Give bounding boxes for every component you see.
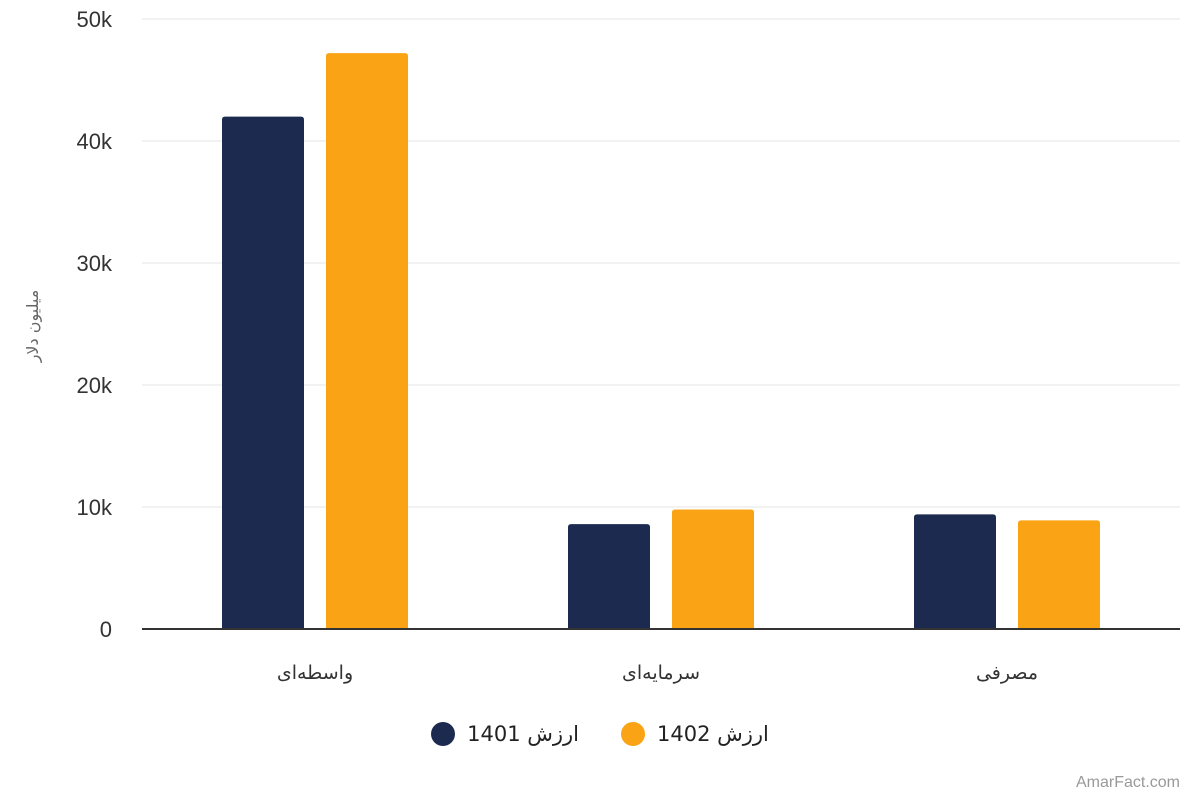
bar[interactable] <box>222 116 304 630</box>
bar[interactable] <box>568 524 650 629</box>
bar[interactable] <box>326 53 408 630</box>
credit-link[interactable]: AmarFact.com <box>1075 774 1180 791</box>
legend-item-1402[interactable]: ارزش 1402 <box>621 722 769 746</box>
x-tick-label: سرمایه‌ای <box>622 662 700 684</box>
x-tick-labels: واسطه‌ای سرمایه‌ای مصرفی <box>277 662 1038 684</box>
bar[interactable] <box>672 509 754 629</box>
y-tick-label: 50k <box>77 7 113 32</box>
bar[interactable] <box>1018 520 1100 629</box>
bar[interactable] <box>914 514 996 629</box>
legend-label-1402: ارزش 1402 <box>657 722 769 746</box>
x-tick-label: مصرفی <box>976 662 1038 684</box>
x-tick-label: واسطه‌ای <box>277 662 353 684</box>
bars <box>222 53 1100 630</box>
legend: ارزش 1401 ارزش 1402 <box>0 722 1200 746</box>
legend-item-1401[interactable]: ارزش 1401 <box>431 722 579 746</box>
y-tick-label: 20k <box>77 373 113 398</box>
legend-dot-1401 <box>431 722 456 746</box>
grid-lines <box>142 18 1180 508</box>
y-tick-labels: 0 10k 20k 30k 40k 50k <box>77 7 113 642</box>
legend-dot-1402 <box>621 722 645 746</box>
y-axis-title: میلیون دلار <box>23 290 43 364</box>
y-tick-label: 0 <box>100 617 112 642</box>
y-tick-label: 10k <box>77 495 113 520</box>
y-tick-label: 40k <box>77 129 113 154</box>
y-tick-label: 30k <box>77 251 113 276</box>
legend-label-1401: ارزش 1401 <box>467 722 579 746</box>
